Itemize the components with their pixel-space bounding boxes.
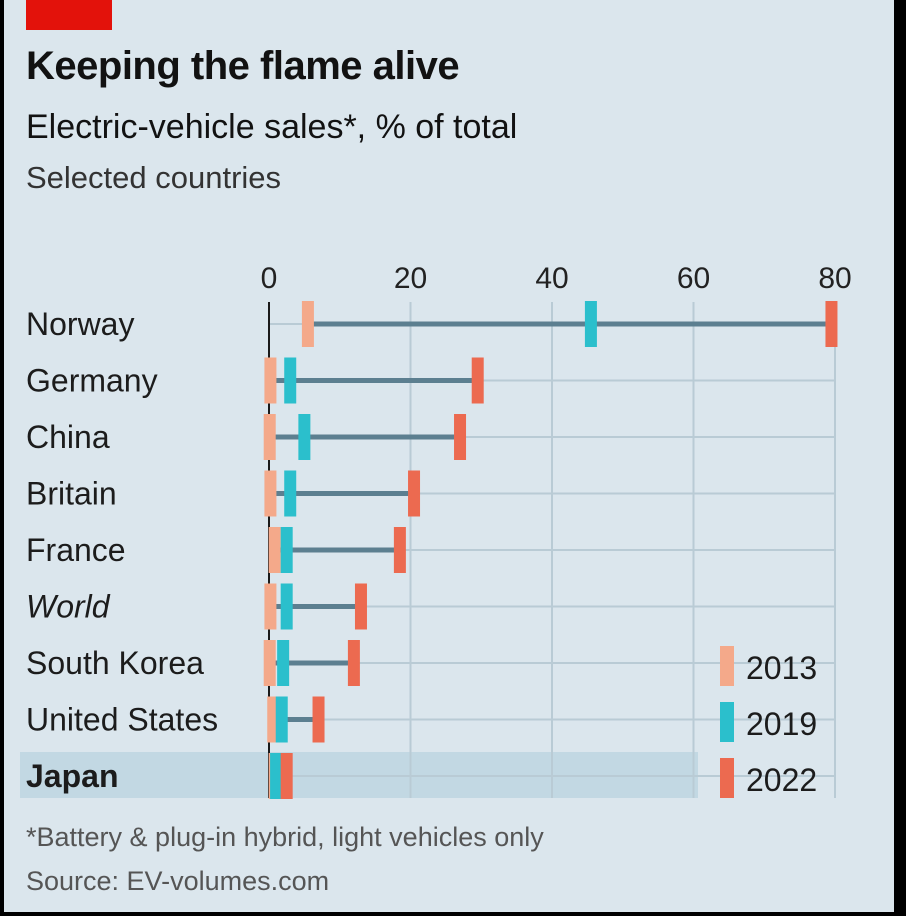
marker-2019 <box>280 583 293 630</box>
legend-swatch-2019 <box>720 702 734 742</box>
x-tick-label: 40 <box>535 262 568 295</box>
source-note: Source: EV-volumes.com <box>26 866 330 896</box>
marker-2013 <box>268 527 281 573</box>
marker-2013 <box>301 301 314 347</box>
legend-label-2019: 2019 <box>746 706 817 742</box>
marker-2019 <box>277 640 290 686</box>
footnote: *Battery & plug-in hybrid, light vehicle… <box>26 822 544 852</box>
category-label: Germany <box>26 363 158 399</box>
legend-label-2022: 2022 <box>746 762 817 798</box>
marker-2013 <box>264 583 277 630</box>
marker-2022 <box>280 753 293 799</box>
marker-2022 <box>312 696 325 743</box>
marker-2013 <box>264 470 277 517</box>
marker-2019 <box>284 357 297 404</box>
marker-2019 <box>284 470 297 517</box>
marker-2019 <box>275 696 288 743</box>
marker-2019 <box>280 527 293 573</box>
brand-tag <box>26 0 112 30</box>
marker-2022 <box>354 583 367 630</box>
x-tick-label: 80 <box>818 262 851 295</box>
category-label: Japan <box>26 758 118 794</box>
marker-2022 <box>825 301 838 347</box>
marker-2022 <box>454 414 467 460</box>
marker-2013 <box>264 357 277 404</box>
chart-subsubtitle: Selected countries <box>26 160 282 195</box>
marker-2022 <box>393 527 406 573</box>
marker-2013 <box>263 640 276 686</box>
marker-2019 <box>584 301 597 347</box>
legend-swatch-2022 <box>720 758 734 798</box>
x-tick-label: 20 <box>394 262 427 295</box>
marker-2019 <box>298 414 311 460</box>
x-tick-label: 60 <box>677 262 710 295</box>
category-label: China <box>26 419 110 455</box>
category-label: World <box>26 589 111 625</box>
legend-swatch-2013 <box>720 646 734 686</box>
x-tick-label: 0 <box>261 262 278 295</box>
marker-2013 <box>263 414 276 460</box>
marker-2022 <box>471 357 484 404</box>
category-label: Britain <box>26 476 117 512</box>
category-label: France <box>26 532 126 568</box>
category-label: South Korea <box>26 645 204 681</box>
category-label: United States <box>26 702 218 738</box>
marker-2019 <box>270 753 283 799</box>
chart-subtitle: Electric-vehicle sales*, % of total <box>26 108 518 146</box>
marker-2022 <box>408 470 421 517</box>
marker-2022 <box>347 640 360 686</box>
category-label: Norway <box>26 306 134 342</box>
chart-title: Keeping the flame alive <box>26 44 460 88</box>
legend-label-2013: 2013 <box>746 650 817 686</box>
